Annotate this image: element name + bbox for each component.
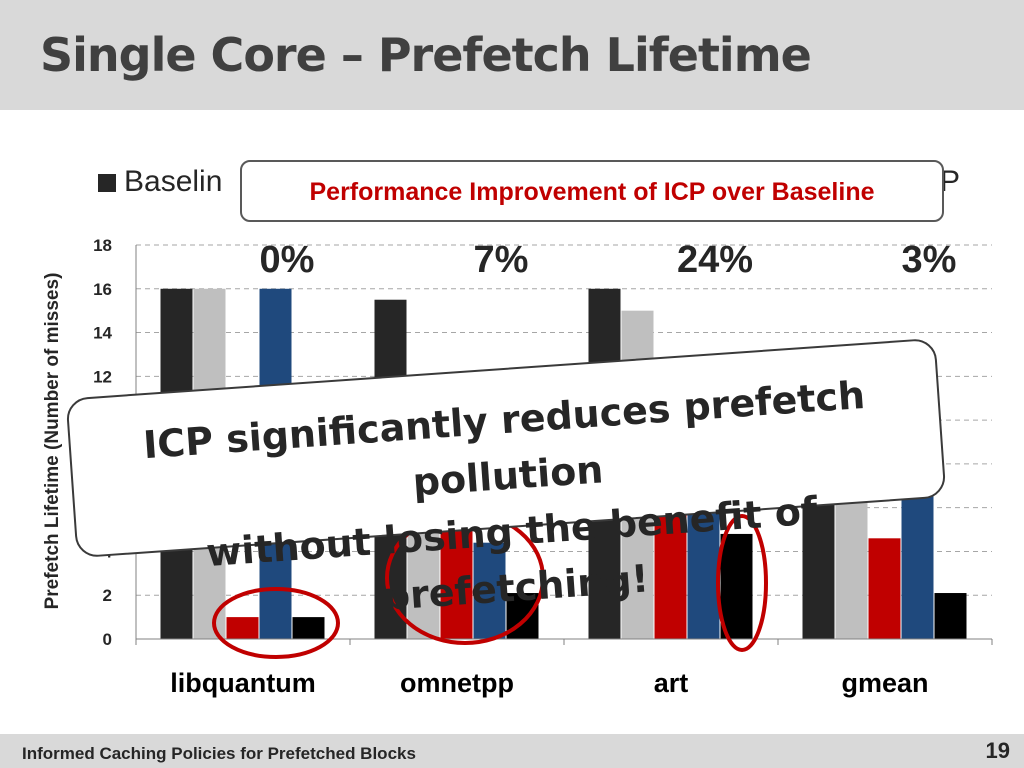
y-tick-label: 14: [93, 324, 112, 343]
footer-bar: [0, 734, 1024, 768]
highlight-circle: [212, 587, 340, 659]
x-tick-labels: libquantum 0% omnetpp 7% art 24% gmean 3%: [170, 239, 956, 698]
legend-label-icp: P: [940, 165, 961, 198]
improvement-value: 7%: [474, 239, 529, 281]
highlight-circles: [212, 511, 768, 659]
improvement-value: 24%: [677, 239, 753, 281]
slide-title: Single Core – Prefetch Lifetime: [40, 28, 812, 82]
improvement-value: 3%: [902, 239, 957, 281]
bar: [292, 617, 325, 639]
bar: [654, 507, 687, 639]
x-tick-label: art: [654, 668, 689, 698]
footer-title: Informed Caching Policies for Prefetched…: [22, 744, 416, 763]
legend-swatch-baseline: [98, 174, 116, 193]
improvement-value: 0%: [260, 239, 315, 281]
performance-improvement-box: Performance Improvement of ICP over Base…: [240, 160, 944, 222]
highlight-circle: [716, 514, 768, 652]
x-tick-label: omnetpp: [400, 668, 514, 698]
y-tick-label: 12: [93, 367, 112, 386]
legend-label-baseline: Baselin: [124, 165, 223, 198]
y-tick-label: 18: [93, 236, 112, 255]
y-tick-label: 2: [103, 586, 112, 605]
y-tick-label: 0: [103, 630, 112, 649]
title-bar: [0, 0, 1024, 110]
bar: [226, 617, 259, 639]
y-tick-label: 16: [93, 280, 112, 299]
x-tick-label: gmean: [841, 668, 928, 698]
x-tick-label: libquantum: [170, 668, 315, 698]
bar: [868, 538, 901, 639]
chart-legend: Baselin: [98, 165, 222, 199]
page-number: 19: [985, 738, 1010, 763]
performance-improvement-label: Performance Improvement of ICP over Base…: [309, 178, 875, 206]
bar: [473, 542, 506, 639]
bar: [720, 533, 753, 639]
bar: [407, 529, 440, 639]
bar: [934, 593, 967, 639]
y-axis-label: Prefetch Lifetime (Number of misses): [42, 273, 63, 610]
